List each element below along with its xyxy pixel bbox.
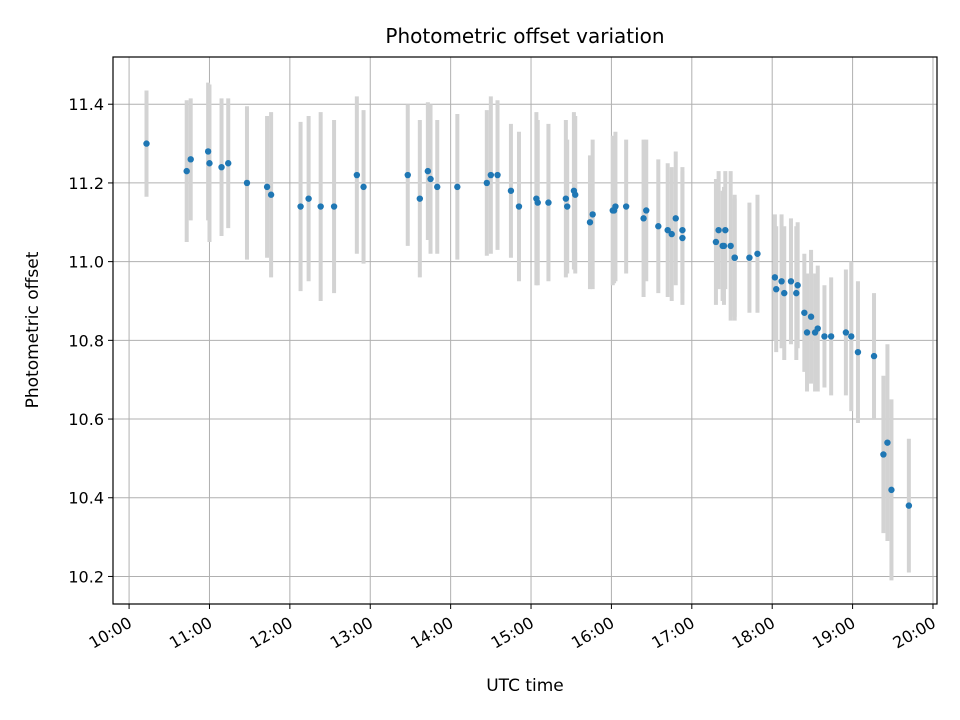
data-point xyxy=(353,171,361,179)
x-tick-label: 13:00 xyxy=(327,613,376,653)
data-point xyxy=(515,203,523,210)
data-point xyxy=(494,171,501,179)
data-point xyxy=(187,156,194,163)
data-point xyxy=(622,203,630,210)
data-point xyxy=(771,274,779,281)
data-point xyxy=(330,203,338,210)
x-tick-label: 19:00 xyxy=(809,613,858,653)
data-point xyxy=(731,254,738,261)
data-point xyxy=(793,289,800,297)
data-point xyxy=(360,183,367,191)
data-point xyxy=(434,183,441,191)
data-point xyxy=(827,333,835,340)
data-point xyxy=(416,195,424,202)
data-point xyxy=(534,199,541,206)
data-point xyxy=(507,187,515,194)
data-point xyxy=(225,160,232,167)
data-point xyxy=(305,195,312,202)
data-point xyxy=(814,325,821,332)
y-axis-label: Photometric offset xyxy=(23,251,43,408)
y-tick-label: 10.6 xyxy=(68,410,104,429)
data-point xyxy=(664,226,671,234)
x-tick-label: 20:00 xyxy=(890,613,939,653)
plot-frame xyxy=(112,56,938,605)
data-points xyxy=(143,140,913,509)
data-point xyxy=(679,234,686,242)
data-point xyxy=(794,282,801,289)
y-tick-label: 10.2 xyxy=(68,567,104,586)
data-point xyxy=(454,183,461,191)
data-point xyxy=(317,203,324,210)
data-point xyxy=(722,226,729,234)
data-point xyxy=(668,230,675,238)
data-point xyxy=(773,285,780,293)
y-tick-label: 10.8 xyxy=(68,331,104,350)
data-point xyxy=(679,226,686,234)
x-tick-label: 18:00 xyxy=(729,613,778,653)
data-point xyxy=(778,278,785,285)
data-point xyxy=(267,191,275,198)
data-point xyxy=(888,486,895,494)
data-point xyxy=(572,191,579,198)
x-tick-label: 16:00 xyxy=(568,613,617,653)
data-point xyxy=(720,242,728,250)
data-point xyxy=(206,160,213,167)
x-tick-label: 10:00 xyxy=(86,613,135,653)
data-point xyxy=(562,195,570,202)
data-point xyxy=(880,451,887,458)
data-point xyxy=(564,203,571,210)
x-axis-label: UTC time xyxy=(486,676,564,696)
data-point xyxy=(655,223,662,230)
chart-title: Photometric offset variation xyxy=(385,24,664,48)
data-point xyxy=(297,203,304,210)
data-point xyxy=(884,439,891,446)
data-point xyxy=(218,163,225,171)
data-point xyxy=(754,250,761,257)
data-point xyxy=(787,278,795,285)
data-point xyxy=(545,199,552,206)
data-point xyxy=(854,348,862,356)
data-point xyxy=(803,329,811,336)
data-point xyxy=(589,211,596,218)
data-point xyxy=(483,179,491,187)
data-point xyxy=(672,215,679,222)
data-point xyxy=(807,313,815,320)
y-tick-label: 11.4 xyxy=(68,95,104,114)
data-point xyxy=(183,167,190,175)
data-point xyxy=(424,167,432,175)
data-point xyxy=(404,171,411,179)
data-point xyxy=(263,183,271,191)
y-tick-label: 11.0 xyxy=(68,253,104,272)
y-tick-label: 11.2 xyxy=(68,174,104,193)
data-point xyxy=(612,203,619,210)
data-point xyxy=(746,254,753,261)
data-point xyxy=(643,207,650,214)
grid-lines xyxy=(113,57,937,604)
data-point xyxy=(801,309,808,316)
x-tick-label: 12:00 xyxy=(246,613,295,653)
data-point xyxy=(821,333,828,340)
data-point xyxy=(487,171,495,179)
data-point xyxy=(727,242,734,250)
data-point xyxy=(586,219,594,226)
data-point xyxy=(243,179,251,187)
data-point xyxy=(143,140,150,147)
y-tick-label: 10.4 xyxy=(68,489,104,508)
data-point xyxy=(848,333,855,340)
data-point xyxy=(842,329,850,336)
error-bars xyxy=(144,82,911,581)
x-tick-label: 15:00 xyxy=(488,613,537,653)
data-point xyxy=(204,148,212,155)
x-tick-label: 11:00 xyxy=(166,613,215,653)
data-point xyxy=(715,226,722,234)
x-tick-label: 17:00 xyxy=(648,613,697,653)
data-point xyxy=(712,238,720,246)
data-point xyxy=(640,215,647,222)
data-point xyxy=(870,352,878,360)
x-tick-label: 14:00 xyxy=(407,613,456,653)
data-point xyxy=(427,175,434,183)
data-point xyxy=(905,502,913,509)
data-point xyxy=(781,289,788,297)
